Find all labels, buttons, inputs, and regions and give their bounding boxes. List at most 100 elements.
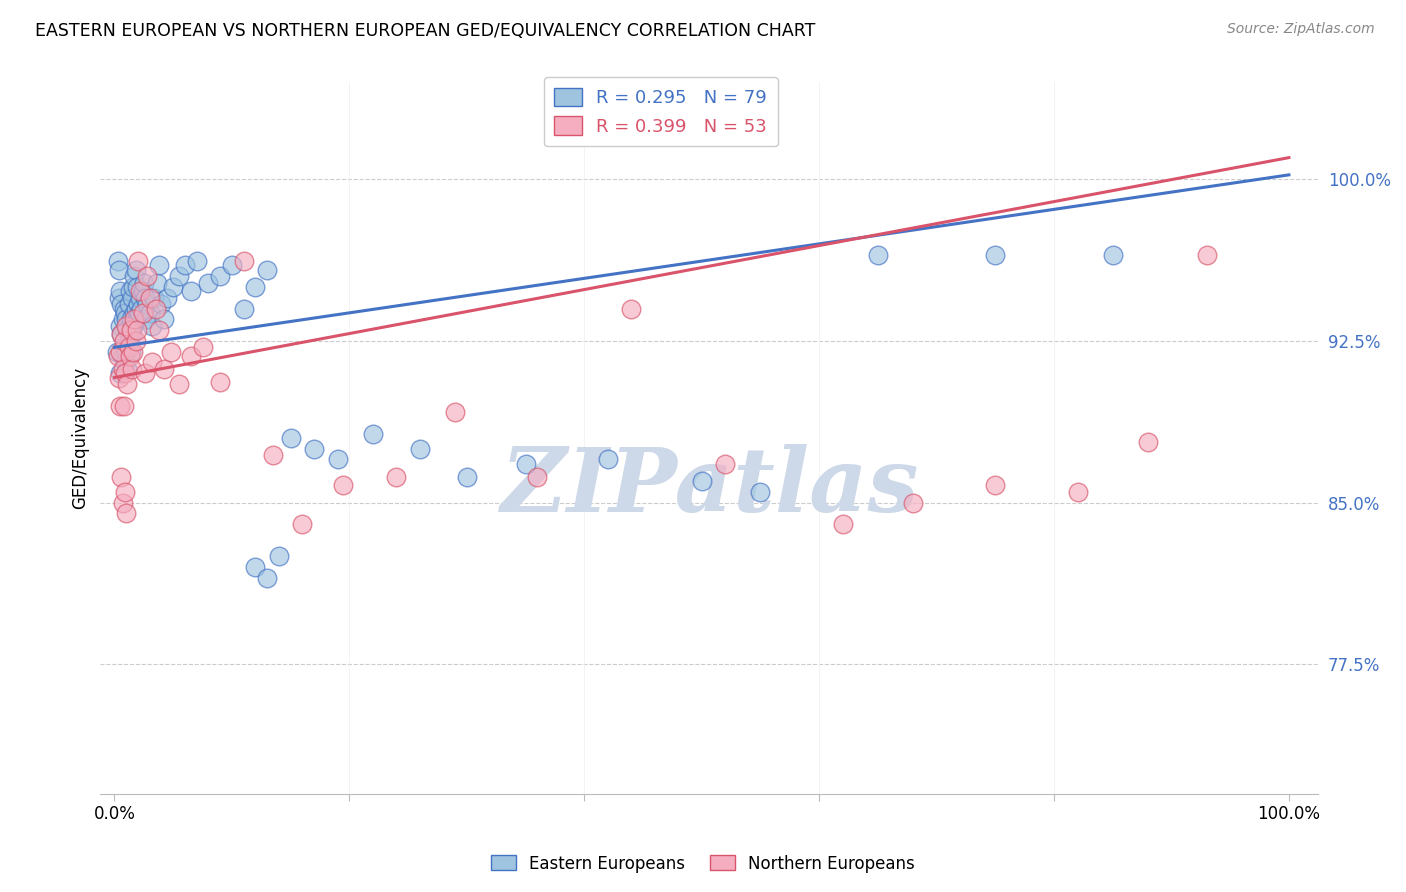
- Point: [110, 327, 132, 342]
- Point: [152, 362, 174, 376]
- Point: [127, 297, 149, 311]
- Point: [125, 312, 148, 326]
- Point: [110, 327, 132, 342]
- Point: [291, 517, 314, 532]
- Point: [124, 269, 146, 284]
- Point: [112, 340, 135, 354]
- Point: [131, 285, 153, 299]
- Point: [124, 301, 146, 316]
- Point: [526, 469, 548, 483]
- Y-axis label: GED/Equivalency: GED/Equivalency: [72, 367, 89, 509]
- Point: [141, 355, 163, 369]
- Point: [118, 285, 141, 299]
- Point: [136, 297, 159, 311]
- Point: [1101, 247, 1123, 261]
- Point: [152, 312, 174, 326]
- Point: [124, 312, 146, 326]
- Point: [143, 291, 166, 305]
- Point: [117, 340, 139, 354]
- Point: [111, 362, 134, 376]
- Point: [866, 247, 889, 261]
- Point: [302, 442, 325, 456]
- Point: [112, 399, 135, 413]
- Point: [129, 291, 152, 305]
- Point: [280, 431, 302, 445]
- Point: [118, 323, 141, 337]
- Legend: R = 0.295   N = 79, R = 0.399   N = 53: R = 0.295 N = 79, R = 0.399 N = 53: [544, 77, 778, 146]
- Point: [749, 484, 772, 499]
- Point: [110, 399, 132, 413]
- Point: [111, 495, 134, 509]
- Point: [1195, 247, 1218, 261]
- Point: [232, 254, 254, 268]
- Point: [105, 344, 128, 359]
- Point: [138, 306, 160, 320]
- Point: [361, 426, 384, 441]
- Point: [129, 285, 152, 299]
- Point: [115, 507, 138, 521]
- Point: [121, 327, 143, 342]
- Point: [125, 280, 148, 294]
- Point: [162, 280, 184, 294]
- Point: [221, 259, 243, 273]
- Point: [115, 344, 138, 359]
- Point: [209, 269, 232, 284]
- Point: [332, 478, 354, 492]
- Point: [120, 344, 142, 359]
- Point: [115, 312, 138, 326]
- Point: [180, 285, 202, 299]
- Point: [456, 469, 478, 483]
- Point: [232, 301, 254, 316]
- Point: [148, 323, 170, 337]
- Legend: Eastern Europeans, Northern Europeans: Eastern Europeans, Northern Europeans: [484, 848, 922, 880]
- Point: [121, 291, 143, 305]
- Point: [385, 469, 408, 483]
- Point: [114, 484, 136, 499]
- Point: [125, 323, 148, 337]
- Point: [141, 318, 163, 333]
- Point: [122, 318, 145, 333]
- Point: [110, 366, 132, 380]
- Point: [596, 452, 619, 467]
- Point: [114, 366, 136, 380]
- Point: [110, 469, 132, 483]
- Point: [620, 301, 643, 316]
- Point: [136, 269, 159, 284]
- Point: [118, 349, 141, 363]
- Point: [256, 262, 278, 277]
- Point: [112, 301, 135, 316]
- Point: [984, 247, 1007, 261]
- Point: [150, 297, 173, 311]
- Point: [191, 340, 214, 354]
- Point: [409, 442, 432, 456]
- Point: [124, 262, 146, 277]
- Point: [690, 474, 713, 488]
- Point: [122, 344, 145, 359]
- Point: [110, 318, 132, 333]
- Point: [110, 285, 132, 299]
- Point: [174, 259, 197, 273]
- Point: [124, 306, 146, 320]
- Point: [256, 571, 278, 585]
- Point: [134, 291, 156, 305]
- Point: [209, 375, 232, 389]
- Point: [115, 318, 138, 333]
- Point: [148, 259, 170, 273]
- Point: [127, 254, 149, 268]
- Point: [267, 549, 290, 564]
- Point: [124, 334, 146, 348]
- Point: [112, 334, 135, 348]
- Point: [444, 405, 467, 419]
- Point: [120, 323, 142, 337]
- Point: [128, 306, 150, 320]
- Point: [245, 560, 267, 574]
- Point: [167, 377, 190, 392]
- Point: [111, 349, 134, 363]
- Point: [108, 370, 131, 384]
- Point: [180, 349, 202, 363]
- Text: EASTERN EUROPEAN VS NORTHERN EUROPEAN GED/EQUIVALENCY CORRELATION CHART: EASTERN EUROPEAN VS NORTHERN EUROPEAN GE…: [35, 22, 815, 40]
- Point: [186, 254, 208, 268]
- Point: [901, 495, 924, 509]
- Point: [108, 291, 131, 305]
- Point: [117, 323, 139, 337]
